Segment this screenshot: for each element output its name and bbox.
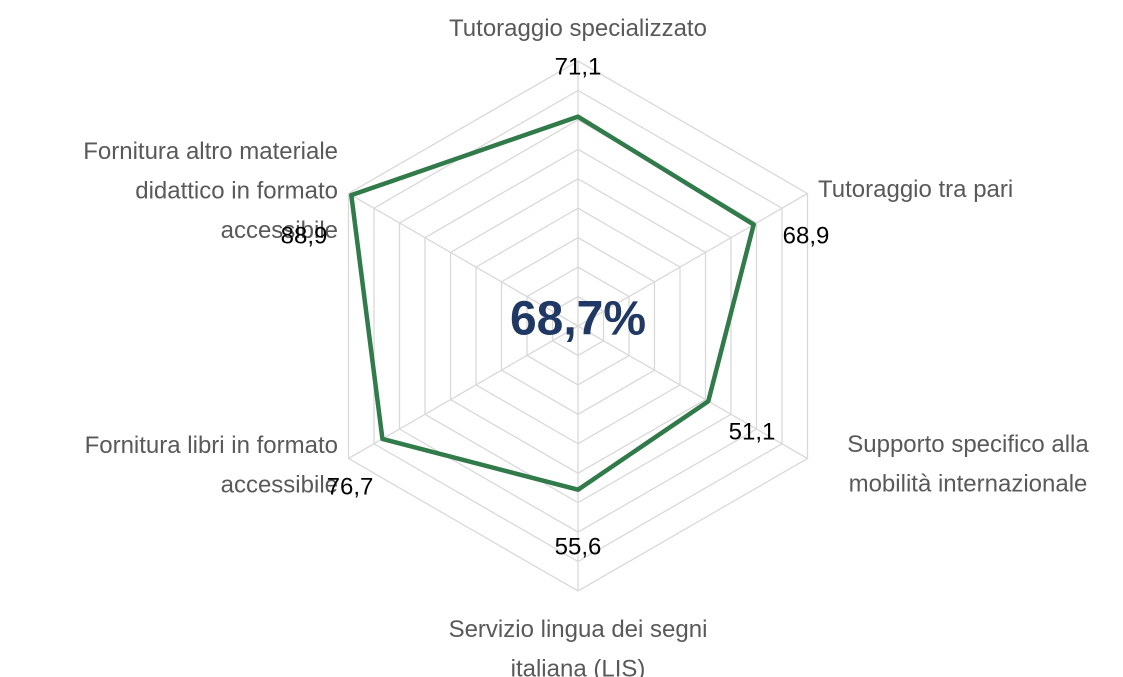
category-label: Tutoraggio tra pari (818, 176, 1013, 203)
axis-spoke (348, 325, 579, 460)
value-label: 76,7 (327, 473, 374, 500)
category-label: Supporto specifico alla mobilità internaz… (847, 431, 1089, 498)
value-label: 68,9 (783, 222, 830, 249)
category-label: Fornitura libri in formato accessibile (85, 432, 338, 499)
category-label: Servizio lingua dei segni italiana (LIS) (449, 616, 708, 677)
radar-line (349, 114, 756, 492)
value-label: 55,6 (555, 533, 602, 560)
value-label: 51,1 (729, 418, 776, 445)
value-label: 88,9 (281, 222, 328, 249)
category-label: Fornitura altro materiale didattico in fo… (83, 138, 338, 244)
axis-spoke (577, 325, 808, 460)
axis-spoke (348, 192, 579, 327)
axis-spoke (577, 192, 808, 327)
category-label: Tutoraggio specializzato (449, 15, 707, 42)
center-label: 68,7% (510, 293, 646, 346)
value-label: 71,1 (555, 53, 602, 80)
